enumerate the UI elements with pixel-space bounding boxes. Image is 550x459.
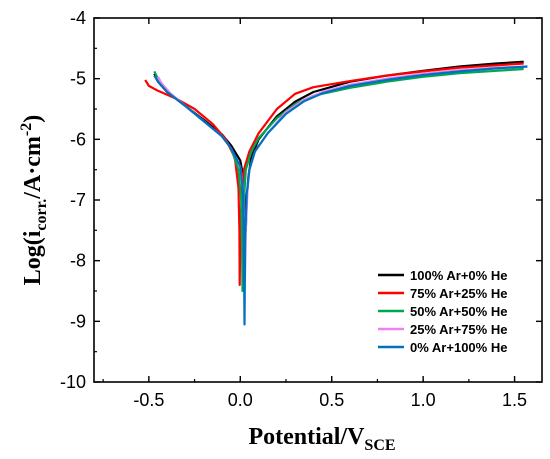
- legend-label: 25% Ar+75% He: [410, 322, 507, 337]
- y-axis-title-main: Log(i: [20, 230, 46, 285]
- series-line: [153, 65, 528, 326]
- x-tick-label: 1.0: [411, 390, 436, 410]
- x-axis-title: Potential/VSCE: [248, 424, 395, 454]
- legend-label: 100% Ar+0% He: [410, 268, 507, 283]
- x-axis-title-sub: SCE: [364, 437, 395, 454]
- y-tick-label: -9: [70, 311, 86, 331]
- y-tick-label: -6: [70, 129, 86, 149]
- y-tick-label: -8: [70, 251, 86, 271]
- legend-label: 75% Ar+25% He: [410, 286, 507, 301]
- series-lines: [144, 60, 528, 326]
- y-axis-title-group: Log(icorr./A·cm-2): [18, 115, 50, 286]
- y-axis-title-sup: -2: [18, 123, 35, 136]
- x-tick-label: -0.5: [133, 390, 164, 410]
- y-tick-label: -7: [70, 190, 86, 210]
- y-axis-title: Log(icorr./A·cm-2): [18, 115, 50, 286]
- series-line: [153, 67, 524, 293]
- x-tick-label: 0.5: [319, 390, 344, 410]
- x-tick-label: 0.0: [228, 390, 253, 410]
- legend-label: 50% Ar+50% He: [410, 304, 507, 319]
- y-tick-label: -5: [70, 69, 86, 89]
- y-tick-label: -10: [60, 372, 86, 392]
- tick-labels: -0.5 0.0 0.5 1.0 1.5 -10 -9 -8 -7 -6 -5 -4: [60, 8, 527, 410]
- y-axis-title-close: ): [20, 115, 46, 123]
- series-line: [157, 65, 528, 280]
- y-axis-title-sub: corr.: [33, 199, 50, 231]
- y-tick-label: -4: [70, 8, 86, 28]
- series-line: [144, 62, 524, 286]
- legend-label: 0% Ar+100% He: [410, 340, 507, 355]
- y-axis-title-unit: /A·cm: [20, 136, 46, 200]
- legend: 100% Ar+0% He 75% Ar+25% He 50% Ar+50% He 2…: [378, 268, 507, 355]
- x-tick-label: 1.5: [502, 390, 527, 410]
- plot-frame: [93, 17, 543, 383]
- x-axis-title-main: Potential/V: [248, 424, 365, 450]
